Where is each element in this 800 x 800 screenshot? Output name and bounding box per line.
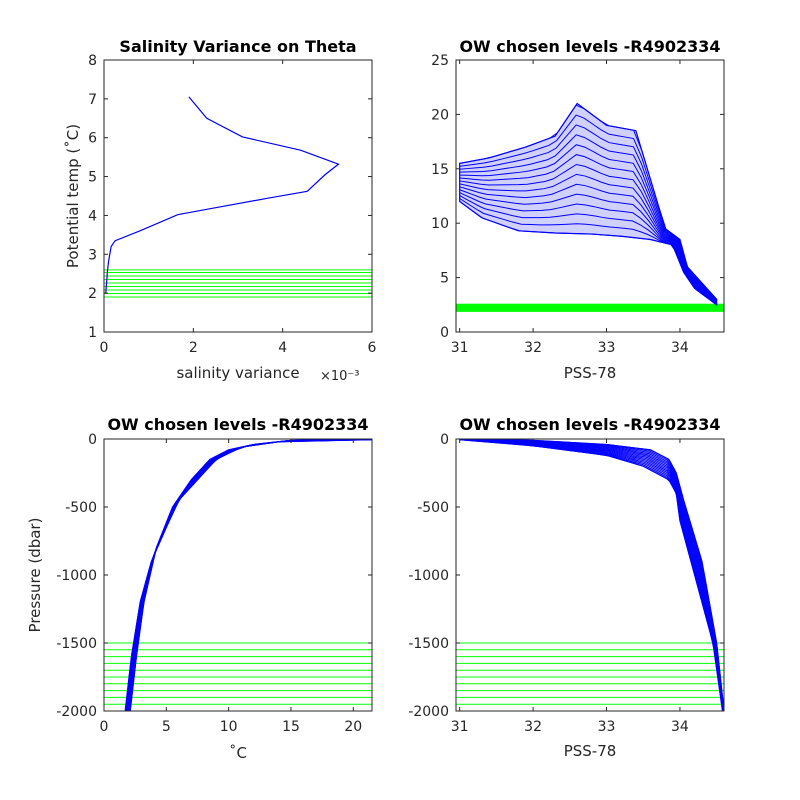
y-tick-label: 3 [88,247,97,263]
x-tick-label: 4 [278,340,287,356]
plot-area [456,102,724,312]
panel-theta-salinity: OW chosen levels -R4902334 31 32 33 34 0 5 10 1… [431,37,725,382]
profile-line [459,439,724,711]
y-tick-label: 6 [88,131,97,147]
axis-ticks: 31 32 33 34 0 5 10 15 20 25 [431,53,724,356]
x-axis-label: PSS-78 [564,742,617,760]
profile-line [459,154,718,302]
profile-line [459,201,717,306]
y-tick-label: 0 [88,432,97,448]
x-tick-label: 32 [524,719,542,735]
y-tick-label: -1500 [408,636,449,652]
y-tick-label: 20 [431,107,449,123]
x-tick-label: 31 [451,340,469,356]
y-tick-label: -500 [65,500,97,516]
profile-line [459,439,724,711]
x-tick-label: 10 [220,719,238,735]
x-tick-label: 33 [598,340,616,356]
y-tick-label: 1 [88,325,97,341]
profile-line [459,439,724,711]
y-tick-label: 25 [431,53,449,69]
x-tick-label: 2 [189,340,198,356]
x-tick-label: 6 [368,340,377,356]
profile-line [459,195,717,305]
profile-line [459,189,717,304]
chart-title: OW chosen levels -R4902334 [459,37,720,56]
chart-title: OW chosen levels -R4902334 [107,415,368,434]
plot-area [456,439,724,711]
profile-line [459,439,724,711]
axis-ticks: 0 2 4 6 1 2 3 4 5 6 7 8 [88,53,376,356]
y-tick-label: 7 [88,92,97,108]
profile-line [124,439,372,711]
y-tick-label: 0 [440,432,449,448]
profile-line [459,439,724,711]
panel-pressure-salinity: OW chosen levels -R4902334 31 32 33 34 0 -500… [408,415,725,760]
y-tick-label: 2 [88,286,97,302]
x-axis-label: salinity variance [176,364,299,382]
y-axis-label: Pressure (dbar) [26,518,44,633]
chart-title: Salinity Variance on Theta [119,37,356,56]
x-axis-label: PSS-78 [564,364,617,382]
y-tick-label: -1000 [408,568,449,584]
profile-line [459,114,718,301]
y-tick-label: -1000 [56,568,97,584]
profile-line [459,439,724,711]
y-tick-label: 5 [88,170,97,186]
x-tick-label: 32 [524,340,542,356]
axes-box [103,59,373,333]
profile-line [459,439,724,711]
x-tick-label: 0 [100,719,109,735]
x-tick-label: 20 [344,719,362,735]
profile-line [459,134,718,301]
profile-line [459,192,717,304]
x-tick-label: 0 [100,340,109,356]
x-tick-label: 34 [671,719,689,735]
plot-area [104,439,372,711]
x-axis-exponent: ×10⁻³ [320,369,360,384]
profile-line [459,439,724,711]
profile-line [459,439,724,711]
profile-line [459,439,724,711]
profile-line [459,144,718,302]
profile-line [459,124,718,301]
axis-ticks: 0 5 10 15 20 0 -500 -1000 -1500 -2000 [56,432,372,735]
axis-ticks: 31 32 33 34 0 -500 -1000 -1500 -2000 [408,432,724,735]
panel-salinity-variance: Salinity Variance on Theta 0 2 4 612345678 … [64,37,377,384]
profile-envelope [459,102,718,306]
x-tick-label: 5 [162,719,171,735]
profile-line [459,173,717,303]
y-tick-label: -2000 [408,704,449,720]
y-tick-label: 5 [440,271,449,287]
x-tick-label: 34 [671,340,689,356]
profile-line [459,439,724,711]
profile-line [459,163,717,303]
profile-line [459,198,717,305]
profile-line [459,183,717,304]
profile-line [459,439,724,711]
y-tick-label: 8 [88,53,97,69]
profile-line [459,439,724,711]
y-tick-label: -2000 [56,704,97,720]
reference-level-band [456,303,724,312]
x-tick-label: 33 [598,719,616,735]
profile-line [459,104,718,300]
y-tick-label: 4 [88,208,97,224]
y-tick-label: 10 [431,216,449,232]
y-tick-label: 15 [431,162,449,178]
chart-title: OW chosen levels -R4902334 [459,415,720,434]
y-axis-label: Potential temp (˚C) [64,124,82,268]
profile-line [459,439,724,711]
y-tick-label: 0 [440,325,449,341]
series-line [105,96,340,294]
axes-box [455,59,725,333]
y-tick-label: -1500 [56,636,97,652]
y-tick-label: -500 [417,500,449,516]
x-tick-label: 15 [282,719,300,735]
x-tick-label: 31 [451,719,469,735]
panel-pressure-temperature: OW chosen levels -R4902334 0 5 10 15 20 0 -500… [26,415,373,762]
plot-area [104,96,372,298]
x-axis-label: ˚C [229,744,247,762]
